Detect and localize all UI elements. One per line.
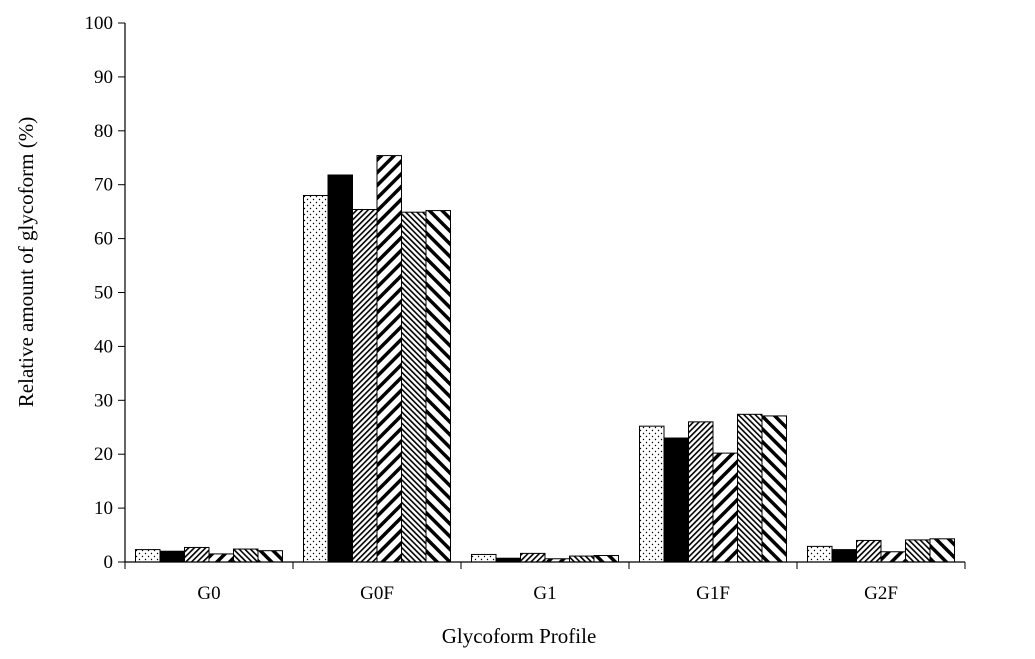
bar-g0-series-3 bbox=[184, 546, 210, 563]
bar-g0f-series-2 bbox=[327, 174, 353, 563]
x-tick-label-g0: G0 bbox=[197, 583, 220, 604]
bar-g0f-series-5 bbox=[401, 211, 427, 563]
bar-g0f-series-3 bbox=[352, 208, 378, 563]
bars bbox=[135, 155, 955, 563]
bar-g0-series-1 bbox=[135, 549, 161, 563]
bar-g0-series-2 bbox=[159, 550, 185, 563]
x-tick-label-g0f: G0F bbox=[360, 583, 394, 604]
bar-g1f-series-1 bbox=[639, 425, 665, 563]
bar-g1f-series-3 bbox=[688, 421, 714, 563]
x-tick-label-g1f: G1F bbox=[696, 583, 730, 604]
y-axis-ticks: 0 10 20 30 40 50 60 70 80 90 100 bbox=[85, 13, 125, 573]
y-tick-label: 30 bbox=[94, 390, 113, 411]
bar-g2f-series-4 bbox=[880, 551, 906, 563]
y-tick-label: 60 bbox=[94, 229, 113, 250]
bar-g0f-series-4 bbox=[376, 155, 402, 563]
bar-g0-series-4 bbox=[208, 553, 234, 563]
bar-g1f-series-5 bbox=[737, 413, 763, 563]
x-tick-label-g2f: G2F bbox=[864, 583, 898, 604]
y-tick-label: 90 bbox=[94, 67, 113, 88]
axes bbox=[124, 23, 965, 563]
x-axis-title: Glycoform Profile bbox=[442, 624, 597, 648]
y-tick-label: 0 bbox=[104, 552, 114, 573]
y-tick-label: 80 bbox=[94, 121, 113, 142]
bar-g0f-series-1 bbox=[303, 194, 329, 563]
y-tick-label: 20 bbox=[94, 444, 113, 465]
y-axis-title: Relative amount of glycoform (%) bbox=[14, 117, 38, 407]
bar-g1-series-3 bbox=[520, 552, 546, 563]
bar-g2f-series-5 bbox=[905, 539, 931, 563]
y-tick-label: 50 bbox=[94, 283, 113, 304]
y-tick-label: 40 bbox=[94, 336, 113, 357]
bar-g2f-series-6 bbox=[929, 538, 955, 563]
bar-g1-series-1 bbox=[471, 553, 497, 563]
y-tick-label: 70 bbox=[94, 175, 113, 196]
bar-g0-series-6 bbox=[257, 550, 283, 563]
x-tick-label-g1: G1 bbox=[533, 583, 556, 604]
bar-g1f-series-4 bbox=[712, 452, 738, 563]
bar-g1-series-6 bbox=[593, 555, 619, 563]
bar-g2f-series-3 bbox=[856, 539, 882, 563]
bar-g1-series-5 bbox=[569, 555, 595, 563]
bar-g0-series-5 bbox=[233, 548, 259, 563]
y-tick-label: 100 bbox=[85, 13, 114, 34]
y-tick-label: 10 bbox=[94, 498, 113, 519]
bar-g1f-series-2 bbox=[663, 437, 689, 563]
bar-g2f-series-1 bbox=[807, 545, 833, 563]
x-axis-ticks: G0 G0F G1 G1F G2F bbox=[124, 562, 966, 604]
bar-g0f-series-6 bbox=[425, 210, 451, 563]
bar-g2f-series-2 bbox=[831, 549, 857, 563]
bar-g1f-series-6 bbox=[761, 415, 787, 563]
